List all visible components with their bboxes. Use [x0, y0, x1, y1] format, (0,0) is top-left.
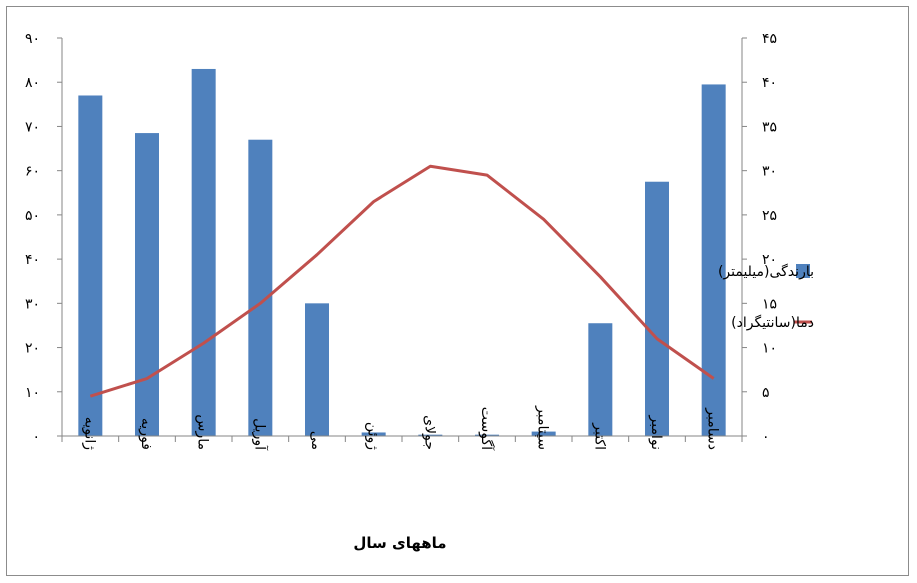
category-label: آگوست: [478, 407, 495, 451]
left-tick-label: ۰: [32, 429, 40, 445]
bar-rainfall: [418, 434, 443, 436]
bar-rainfall: [588, 323, 613, 436]
bar-rainfall: [361, 432, 386, 436]
x-axis-title: ماههای سال: [353, 534, 446, 552]
right-tick-label: ۳۵: [762, 119, 777, 135]
line-series: [89, 164, 715, 398]
bar-rainfall: [78, 95, 103, 436]
right-tick-label: ۴۰: [762, 75, 777, 91]
bar-rainfall: [191, 68, 216, 436]
category-label: نوامبر: [648, 415, 664, 450]
right-tick-label: ۵: [762, 385, 770, 401]
left-tick-label: ۸۰: [25, 75, 40, 91]
category-label: جولای: [421, 415, 437, 450]
category-label: آوریل: [251, 418, 268, 451]
left-tick-label: ۳۰: [25, 296, 40, 312]
category-label: مارس: [195, 414, 211, 450]
category-label: ژانویه: [81, 417, 97, 450]
left-tick-label: ۶۰: [25, 164, 40, 180]
category-label: دسامبر: [705, 407, 721, 450]
bar-rainfall: [645, 181, 669, 436]
bar-rainfall: [531, 431, 556, 436]
left-tick-label: ۲۰: [25, 341, 40, 357]
legend-label-rainfall: بارندگی(میلیمتر): [718, 263, 814, 280]
category-label: می: [308, 431, 324, 450]
right-tick-label: ۲۵: [762, 208, 777, 224]
left-tick-label: ۹۰: [25, 31, 40, 47]
left-tick-label: ۴۰: [25, 252, 40, 268]
axes: [61, 38, 743, 442]
left-tick-label: ۷۰: [25, 119, 40, 135]
right-tick-label: ۱۵: [762, 296, 777, 312]
legend: بارندگی(میلیمتر) دما(سانتیگراد): [718, 263, 814, 331]
category-label: فوریه: [138, 418, 154, 450]
right-tick-label: ۰: [762, 429, 770, 445]
category-label: سپتامبر: [535, 405, 551, 450]
left-axis-ticks: ۰ ۱۰ ۲۰ ۳۰ ۴۰ ۵۰ ۶۰ ۷۰ ۸۰ ۹۰: [25, 31, 62, 445]
right-tick-label: ۱۰: [762, 341, 777, 357]
right-tick-label: ۲۰: [762, 252, 777, 268]
left-tick-label: ۵۰: [25, 208, 40, 224]
bar-rainfall: [135, 133, 159, 437]
right-tick-label: ۳۰: [762, 164, 777, 180]
category-labels: ژانویه فوریه مارس آوریل می ژوئن جولای آگوست سپتا…: [81, 405, 720, 451]
right-tick-label: ۴۵: [762, 31, 777, 47]
category-label: اکتبر: [591, 422, 607, 450]
bar-series: [78, 68, 726, 437]
bar-rainfall: [248, 139, 273, 436]
legend-swatch-rainfall: [796, 264, 810, 278]
right-axis-ticks: ۰ ۵ ۱۰ ۱۵ ۲۰ ۲۵ ۳۰ ۳۵ ۴۰ ۴۵: [742, 31, 777, 445]
bar-rainfall: [305, 303, 329, 436]
line-temperature: [89, 164, 715, 398]
bar-rainfall: [475, 434, 499, 436]
category-label: ژوئن: [365, 422, 381, 450]
left-tick-label: ۱۰: [25, 385, 40, 401]
legend-label-temperature: دما(سانتیگراد): [731, 314, 814, 331]
bar-rainfall: [701, 84, 726, 436]
